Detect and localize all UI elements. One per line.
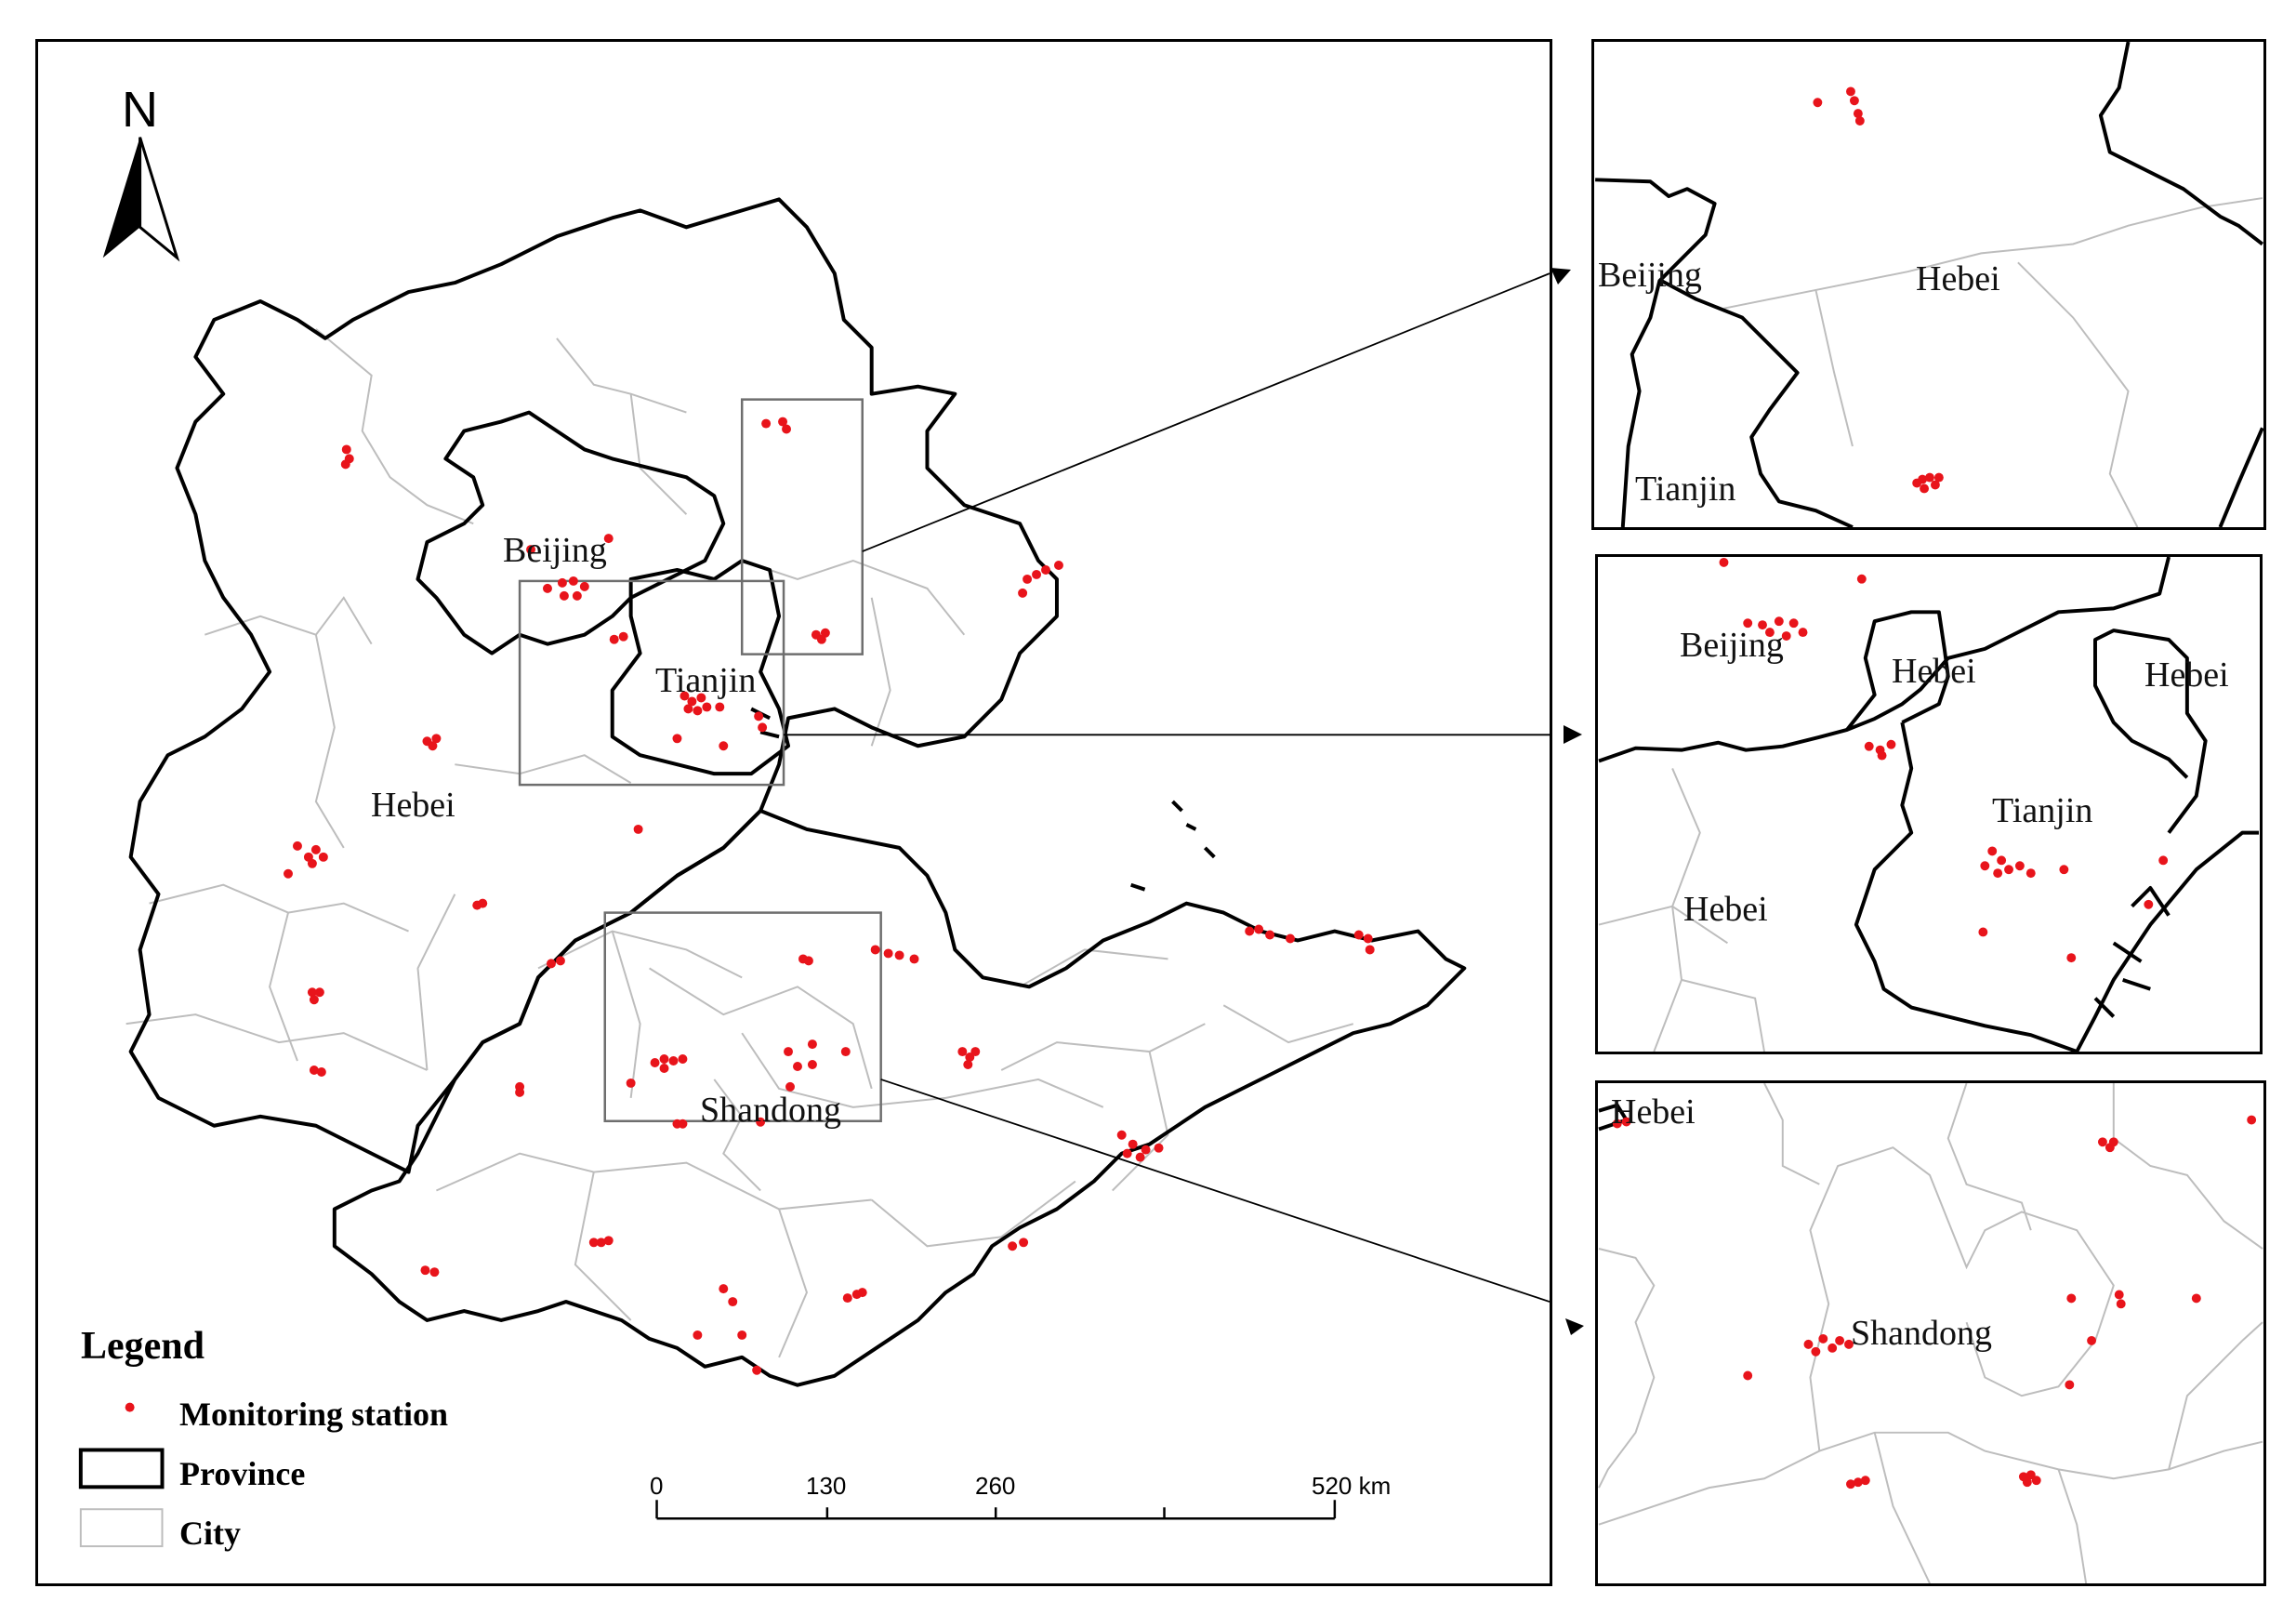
arrowhead-3-icon: [1565, 1318, 1584, 1335]
north-label: N: [122, 82, 158, 138]
inset-map-2: Beijing Hebei Hebei Tianjin Hebei: [1595, 554, 2263, 1054]
city-boundaries: [125, 328, 1354, 1358]
scale-tick-260: 260: [975, 1472, 1016, 1500]
inset-2-label-tianjin: Tianjin: [1992, 791, 2093, 830]
inset-1-label-hebei: Hebei: [1916, 259, 2000, 298]
legend-station-swatch: [125, 1402, 135, 1412]
legend-symbols: [78, 1402, 165, 1548]
province-boundaries: [128, 197, 1467, 1387]
inset-3-city-boundaries: [1598, 1083, 2263, 1583]
inset-2-label-beijing: Beijing: [1680, 626, 1784, 665]
inset-2-stations: [1719, 557, 2169, 963]
label-tianjin: Tianjin: [655, 661, 757, 700]
inset-connectors: [784, 272, 1550, 1303]
inset-2-city-boundaries: [1598, 768, 1765, 1052]
inset-1-canvas: [1595, 42, 2263, 527]
inset-1-label-tianjin: Tianjin: [1635, 470, 1736, 509]
arrowhead-1-icon: [1550, 268, 1571, 285]
legend-city-swatch: [79, 1508, 164, 1548]
arrowhead-2-icon: [1564, 725, 1582, 744]
main-map-panel: N Beijing Tianjin Hebei Shandong Legend …: [35, 39, 1552, 1586]
north-arrow-icon: [102, 137, 180, 262]
main-map-canvas: [78, 137, 1550, 1548]
inset-map-3: Hebei Shandong: [1595, 1080, 2266, 1586]
scale-tick-0: 0: [650, 1472, 664, 1500]
inset-3-stations: [1612, 1115, 2257, 1489]
inset-1-province-boundaries: [1595, 42, 2263, 527]
inset-1-label-beijing: Beijing: [1598, 256, 1702, 295]
scale-tick-130: 130: [806, 1472, 847, 1500]
inset-1-stations: [1813, 86, 1944, 494]
monitoring-stations: [284, 417, 1375, 1375]
inset-frames: [518, 398, 882, 1123]
label-beijing: Beijing: [503, 531, 607, 570]
legend-province-label: Province: [179, 1455, 306, 1492]
label-hebei: Hebei: [371, 786, 455, 825]
inset-2-canvas: [1598, 557, 2259, 1052]
inset-3-label-hebei: Hebei: [1611, 1092, 1696, 1132]
legend-city-label: City: [179, 1515, 241, 1552]
inset-3-province-boundaries: [1598, 1103, 1630, 1132]
inset-2-label-hebei-b: Hebei: [2144, 655, 2229, 695]
label-shandong: Shandong: [700, 1091, 841, 1130]
legend-province-swatch: [78, 1448, 165, 1489]
inset-3-canvas: [1598, 1083, 2263, 1583]
scale-bar: [655, 1500, 1337, 1520]
inset-2-province-boundaries: [1598, 557, 2259, 1052]
legend-station-label: Monitoring station: [179, 1396, 449, 1433]
inset-2-label-hebei-c: Hebei: [1683, 890, 1768, 929]
legend-title: Legend: [81, 1325, 205, 1368]
inset-2-label-hebei-a: Hebei: [1892, 652, 1976, 691]
scale-tick-520: 520 km: [1312, 1472, 1392, 1500]
inset-1-city-boundaries: [1723, 197, 2263, 527]
inset-3-label-shandong: Shandong: [1851, 1314, 1992, 1353]
inset-map-1: Beijing Hebei Tianjin: [1591, 39, 2266, 530]
